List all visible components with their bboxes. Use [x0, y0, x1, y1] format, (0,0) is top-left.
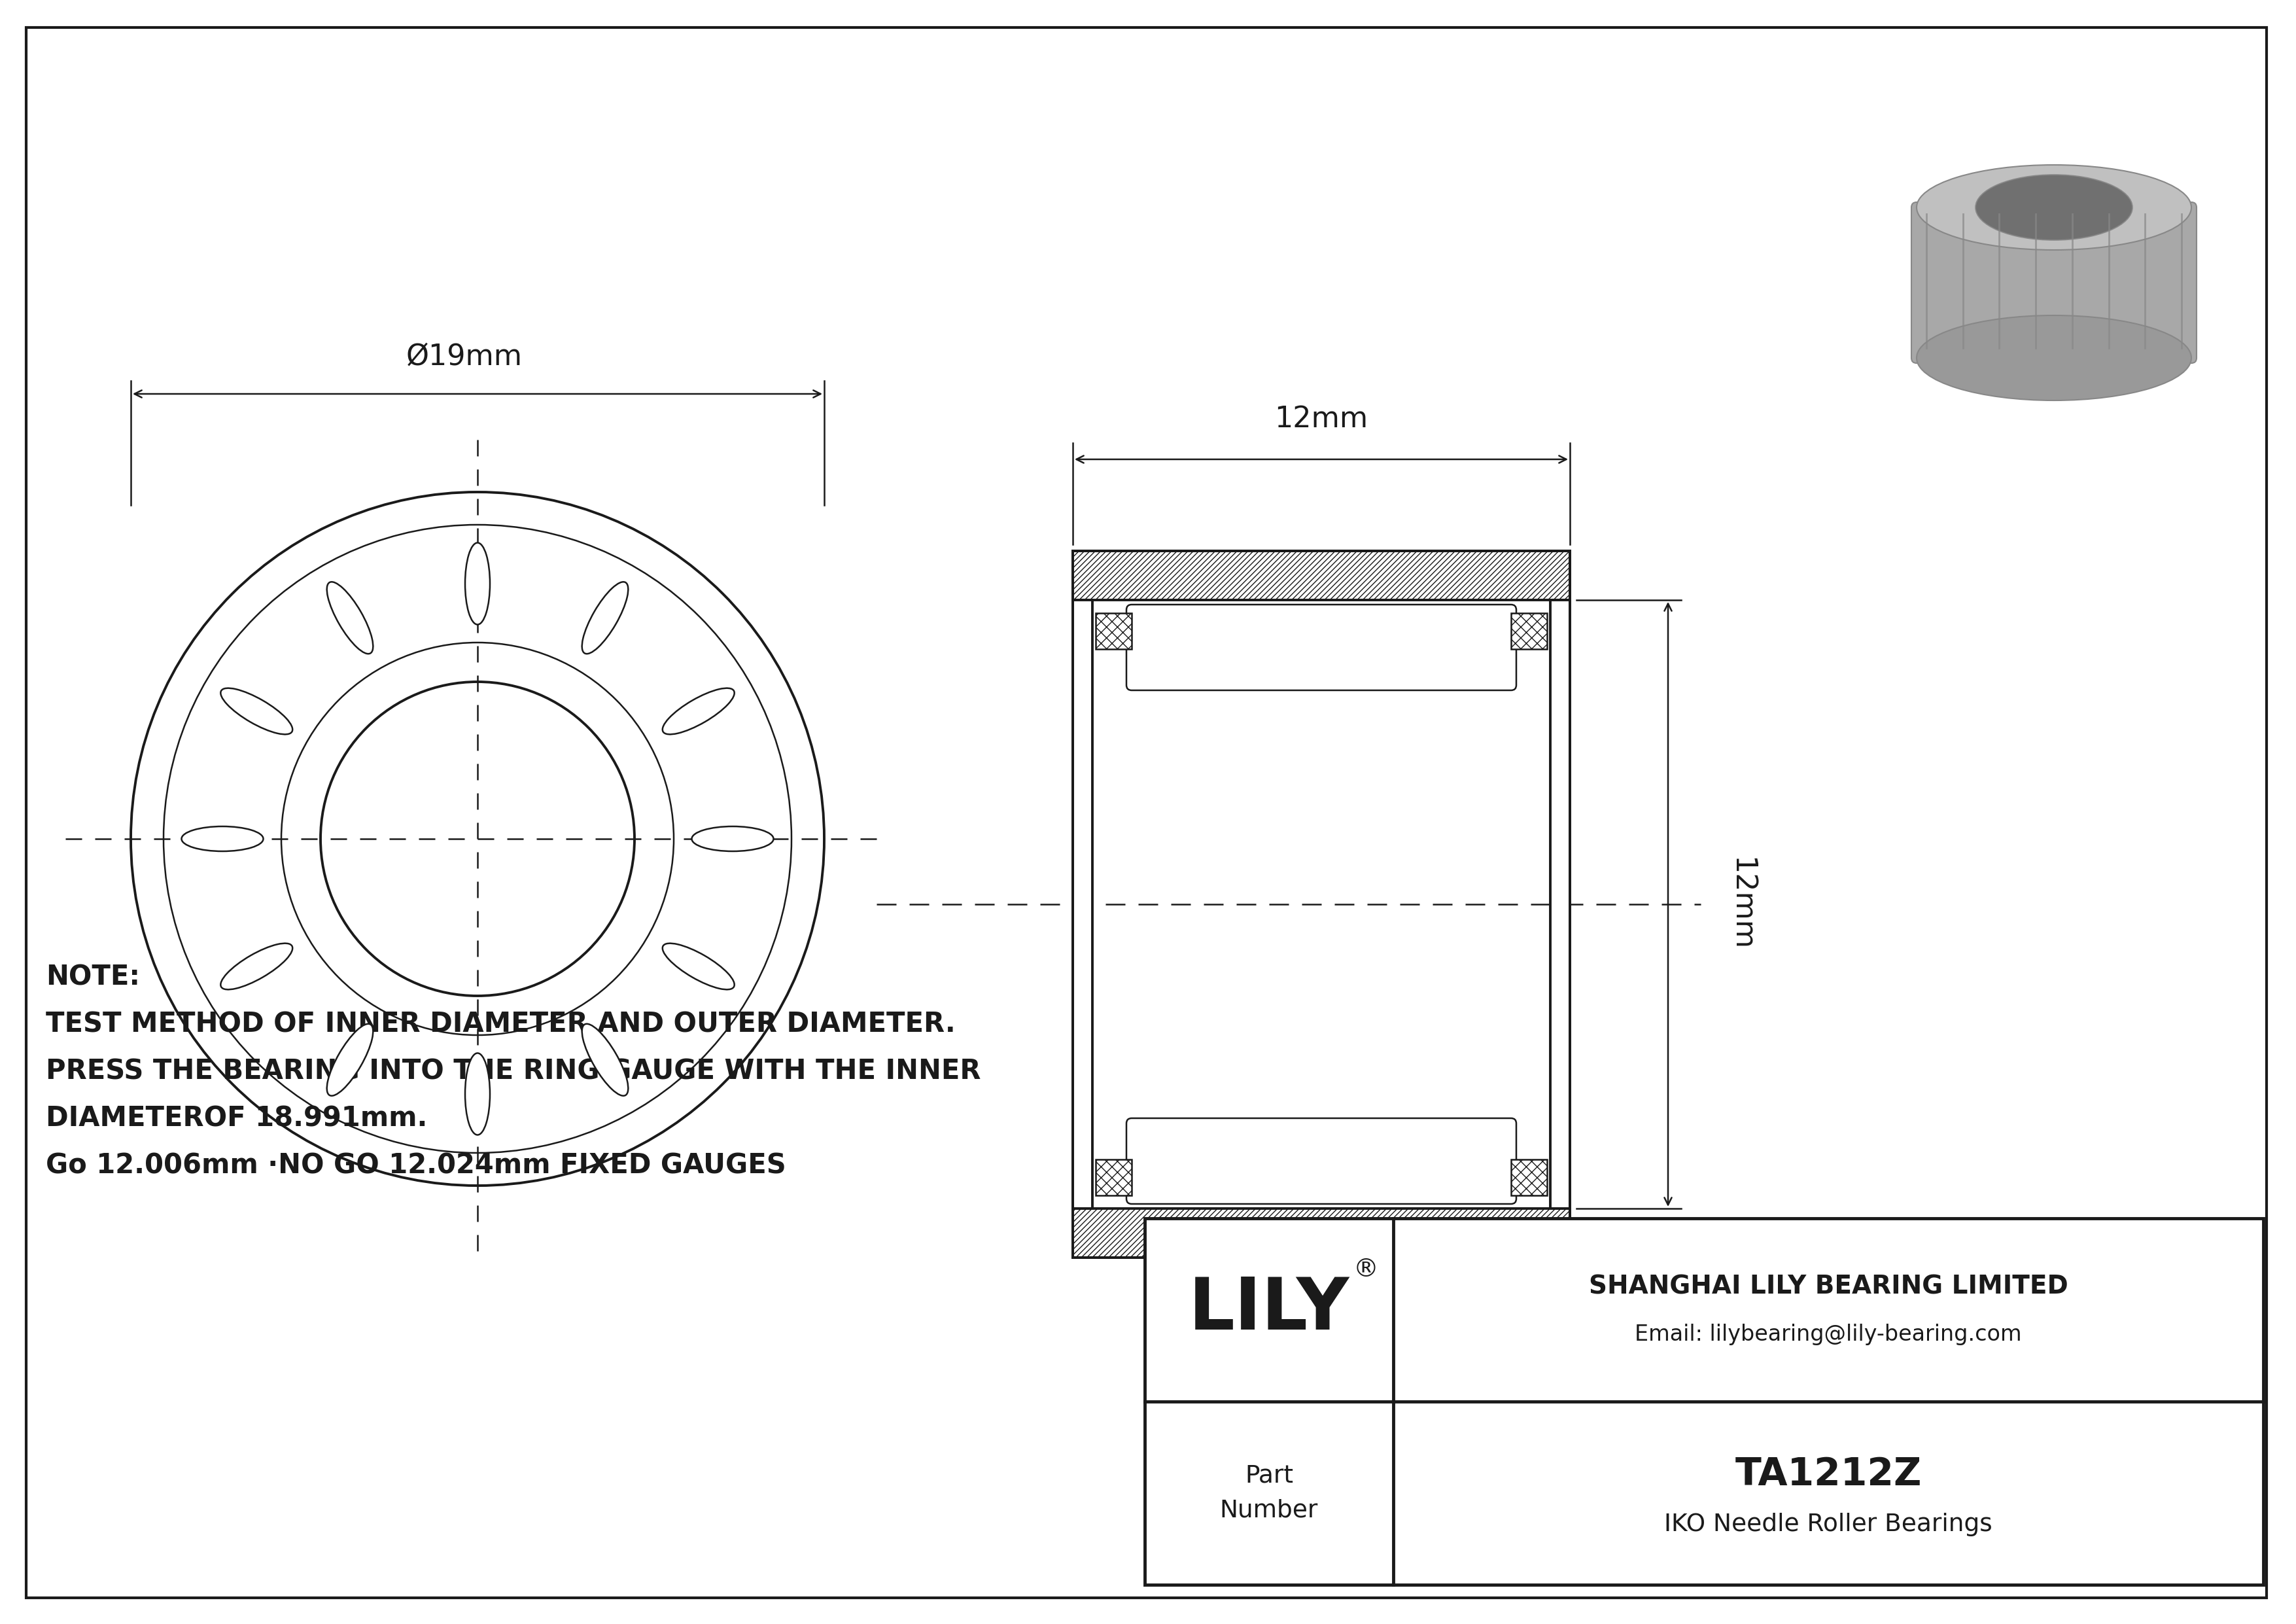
Ellipse shape [466, 542, 489, 625]
FancyBboxPatch shape [1127, 1119, 1515, 1203]
Bar [1511, 1160, 1548, 1195]
Ellipse shape [1917, 315, 2190, 401]
Ellipse shape [326, 581, 372, 654]
Ellipse shape [220, 944, 292, 989]
Text: NOTE:: NOTE: [46, 963, 140, 991]
Text: Go 12.006mm ·NO GO 12.024mm FIXED GAUGES: Go 12.006mm ·NO GO 12.024mm FIXED GAUGES [46, 1151, 785, 1179]
Text: 12mm: 12mm [1274, 404, 1368, 434]
Ellipse shape [664, 944, 735, 989]
Ellipse shape [466, 1052, 489, 1135]
Text: IKO Needle Roller Bearings: IKO Needle Roller Bearings [1665, 1514, 1993, 1536]
Bar [1072, 551, 1570, 1257]
Bar [1095, 1160, 1132, 1195]
Text: ®: ® [1352, 1257, 1378, 1281]
Bar [1072, 599, 1093, 1208]
Ellipse shape [664, 689, 735, 734]
Ellipse shape [1917, 166, 2190, 250]
Text: SHANGHAI LILY BEARING LIMITED: SHANGHAI LILY BEARING LIMITED [1589, 1275, 2069, 1299]
FancyBboxPatch shape [1910, 201, 2197, 364]
Ellipse shape [691, 827, 774, 851]
Text: Email: lilybearing@lily-bearing.com: Email: lilybearing@lily-bearing.com [1635, 1324, 2023, 1346]
Bar [1072, 1208, 1570, 1257]
Text: Part
Number: Part Number [1219, 1465, 1318, 1522]
Text: Ø19mm: Ø19mm [406, 343, 523, 370]
Text: 12mm: 12mm [1727, 857, 1754, 952]
Text: DIAMETEROF 18.991mm.: DIAMETEROF 18.991mm. [46, 1104, 427, 1132]
Bar [1072, 1208, 1570, 1257]
Text: PRESS THE BEARING INTO THE RING GAUGE WITH THE INNER: PRESS THE BEARING INTO THE RING GAUGE WI… [46, 1057, 980, 1085]
Ellipse shape [220, 689, 292, 734]
Ellipse shape [581, 581, 629, 654]
Text: TA1212Z: TA1212Z [1736, 1457, 1922, 1494]
Bar [1072, 551, 1570, 599]
Ellipse shape [1975, 175, 2133, 240]
Ellipse shape [326, 1023, 372, 1096]
Bar [1146, 1218, 2264, 1585]
Bar [1095, 614, 1132, 650]
Ellipse shape [181, 827, 264, 851]
Ellipse shape [581, 1023, 629, 1096]
Text: LILY: LILY [1189, 1275, 1350, 1345]
Bar [1550, 599, 1570, 1208]
FancyBboxPatch shape [1127, 604, 1515, 690]
Text: TEST METHOD OF INNER DIAMETER AND OUTER DIAMETER.: TEST METHOD OF INNER DIAMETER AND OUTER … [46, 1010, 955, 1038]
Bar [1072, 551, 1570, 599]
Bar [1511, 614, 1548, 650]
